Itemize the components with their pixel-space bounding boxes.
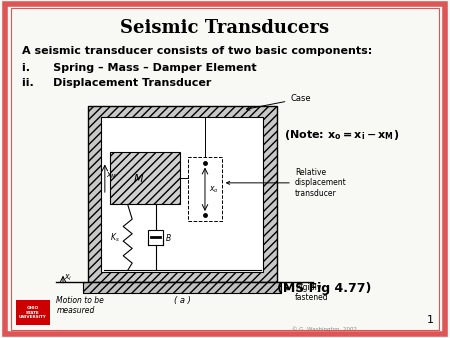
Text: i.      Spring – Mass – Damper Element: i. Spring – Mass – Damper Element <box>22 63 257 73</box>
Text: $M$: $M$ <box>132 172 144 184</box>
Text: Motion to be
measured: Motion to be measured <box>56 296 104 315</box>
Text: $B$: $B$ <box>165 232 172 243</box>
Bar <box>83 282 281 293</box>
Text: ii.     Displacement Transducer: ii. Displacement Transducer <box>22 78 212 89</box>
Text: $K_s$: $K_s$ <box>110 231 120 244</box>
Text: (Note: $\mathbf{x_o = x_i - x_M}$): (Note: $\mathbf{x_o = x_i - x_M}$) <box>284 128 400 142</box>
Text: ( a ): ( a ) <box>174 296 191 306</box>
Text: $x_M$: $x_M$ <box>106 170 117 181</box>
Text: $x_i$: $x_i$ <box>64 272 72 283</box>
Text: OHIO
STATE
UNIVERSITY: OHIO STATE UNIVERSITY <box>19 306 46 319</box>
Text: A seismic transducer consists of two basic components:: A seismic transducer consists of two bas… <box>22 46 373 56</box>
Bar <box>88 106 277 282</box>
Text: Seismic Transducers: Seismic Transducers <box>121 19 329 37</box>
Text: © G. Washington, 2002: © G. Washington, 2002 <box>292 326 356 332</box>
Bar <box>101 117 263 272</box>
Bar <box>110 152 180 204</box>
Text: 1: 1 <box>427 315 434 325</box>
Bar <box>148 230 163 245</box>
Text: Rigidly
fastened: Rigidly fastened <box>285 283 328 302</box>
Bar <box>16 300 50 325</box>
Text: Case: Case <box>247 94 311 110</box>
Bar <box>188 157 222 221</box>
Text: $x_o$: $x_o$ <box>208 184 218 195</box>
Text: (MS Fig 4.77): (MS Fig 4.77) <box>277 283 371 295</box>
Text: Relative
displacement
transducer: Relative displacement transducer <box>227 168 346 198</box>
